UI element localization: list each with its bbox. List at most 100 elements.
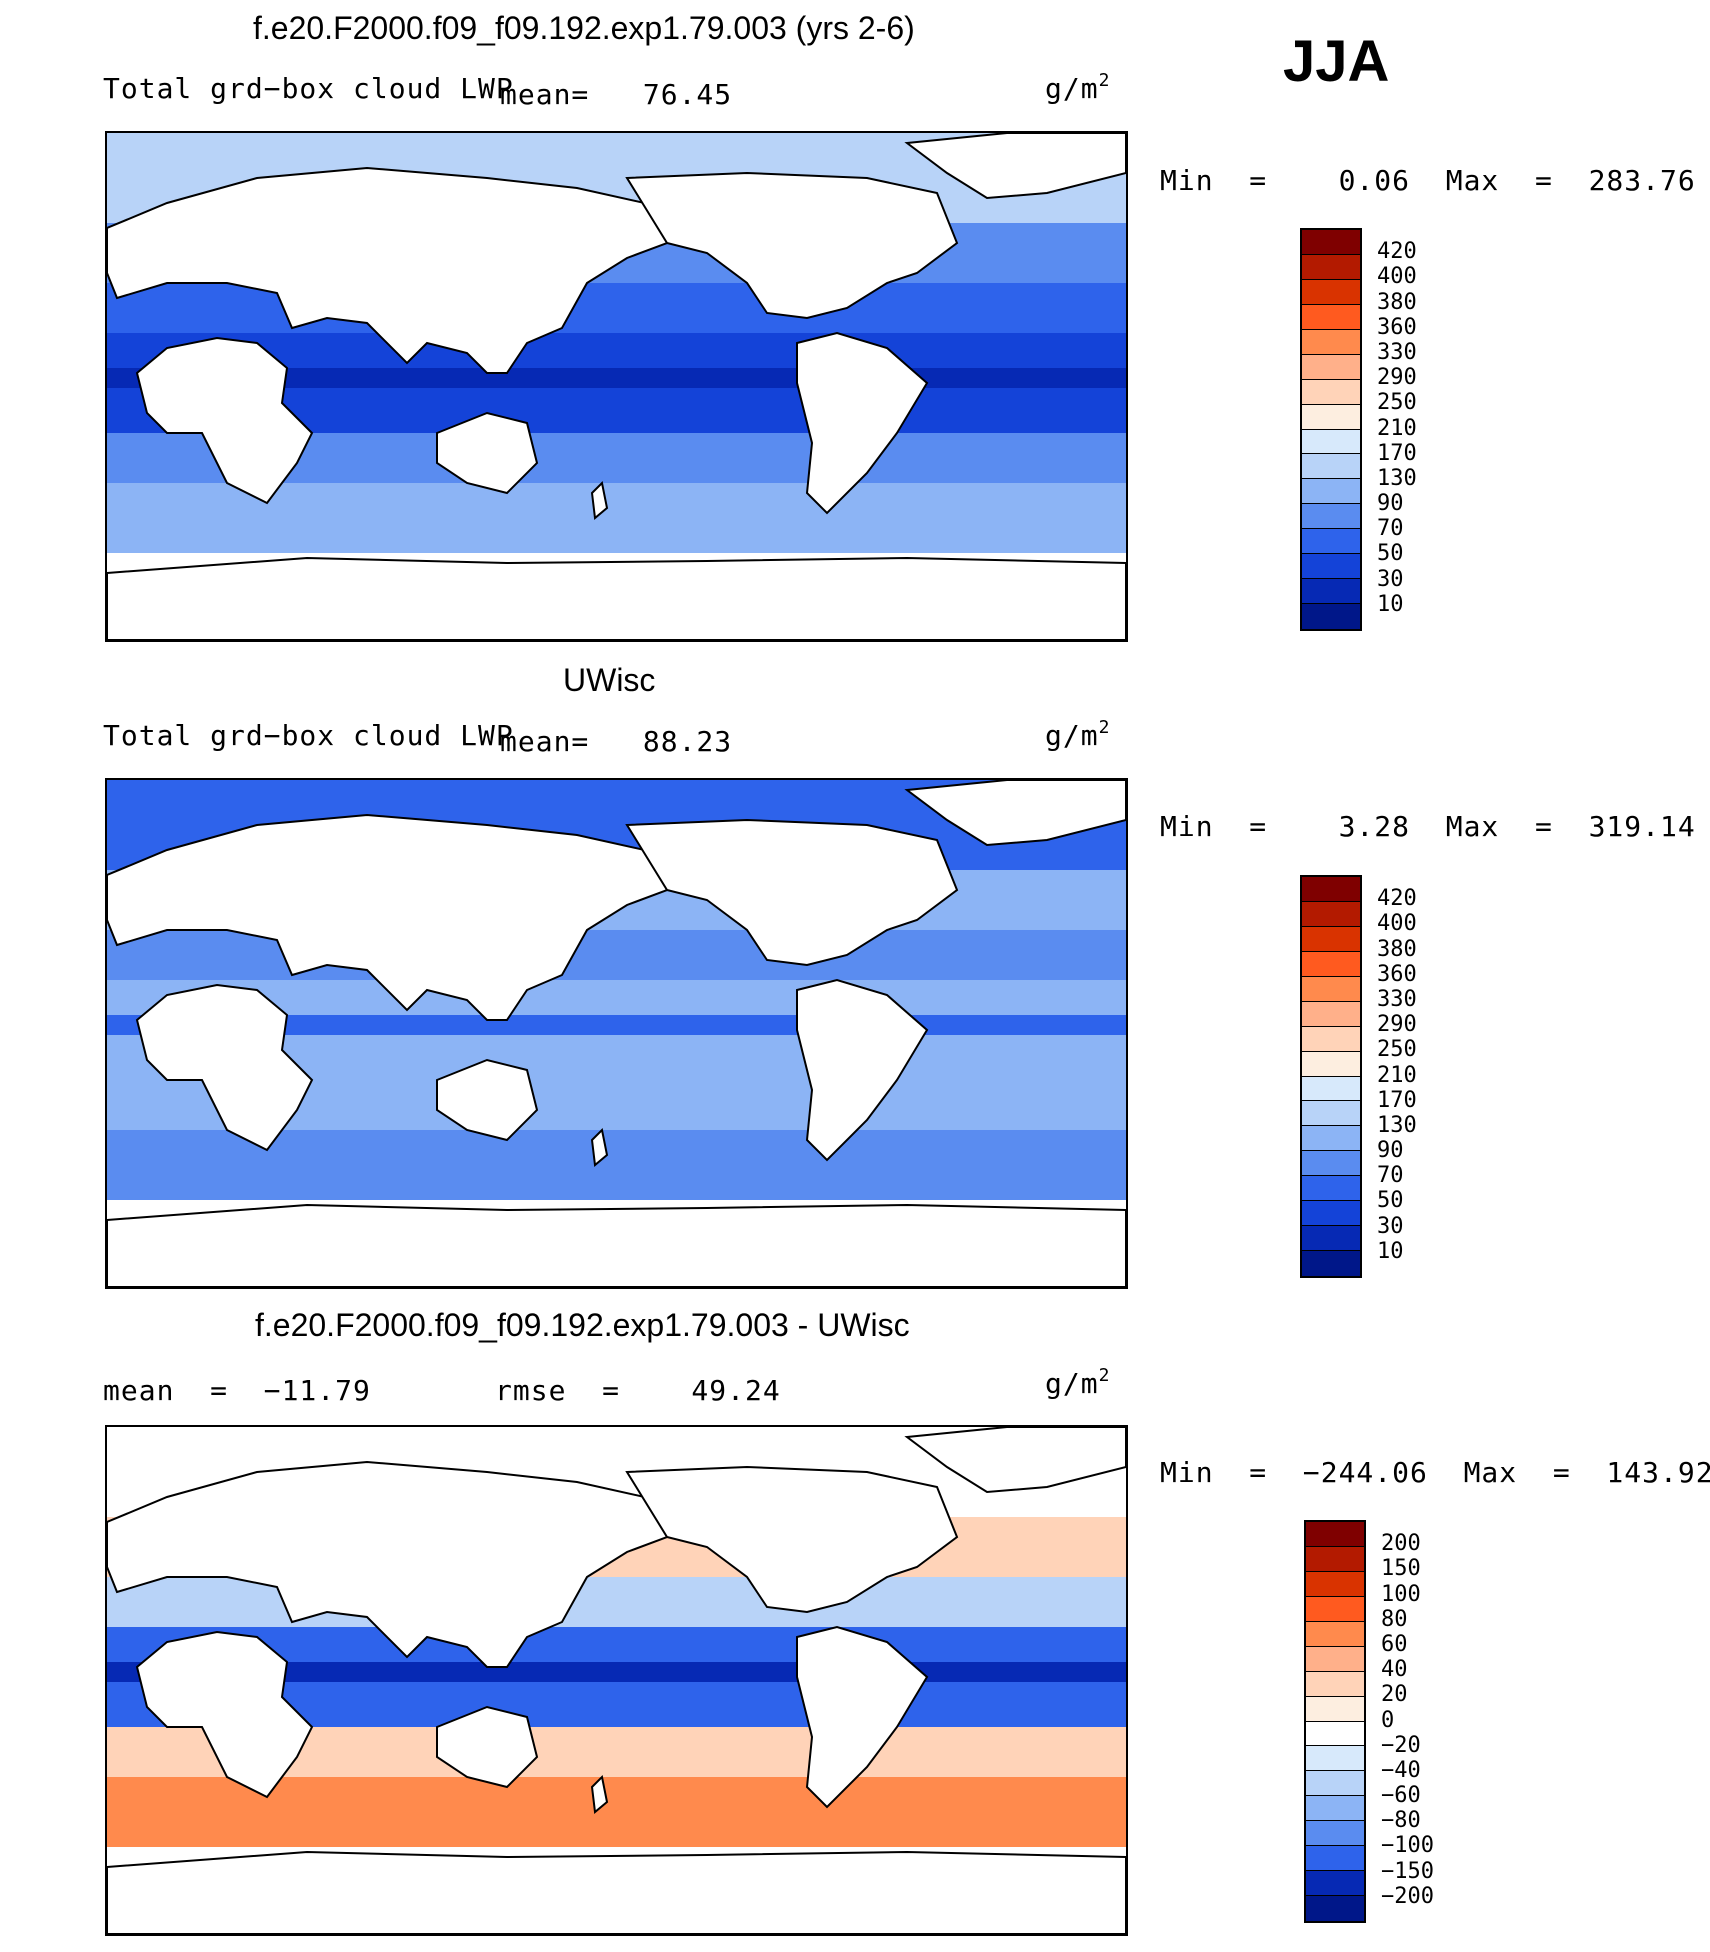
colorbar-tick-label: 290 xyxy=(1377,1012,1417,1038)
colorbar-segment xyxy=(1306,1671,1364,1697)
continent-outline xyxy=(436,1705,539,1789)
colorbar-tick-label: −100 xyxy=(1381,1833,1434,1859)
colorbar-segment xyxy=(1302,1101,1360,1127)
panel-3-minmax: Min = −244.06 Max = 143.92 xyxy=(1160,1456,1710,1489)
colorbar-tick-label: 250 xyxy=(1377,1037,1417,1063)
colorbar-segment xyxy=(1302,926,1360,952)
panel-1-title: f.e20.F2000.f09_f09.192.exp1.79.003 (yrs… xyxy=(253,10,915,46)
continent-outline xyxy=(904,780,1126,847)
continent-outline xyxy=(107,813,668,1021)
panel-3-map xyxy=(105,1425,1128,1936)
colorbar-tick-label: 70 xyxy=(1377,516,1404,542)
field-band xyxy=(107,483,1126,553)
colorbar-tick-label: 50 xyxy=(1377,1188,1404,1214)
panel-2-colorbar xyxy=(1300,875,1362,1278)
colorbar-segment xyxy=(1302,976,1360,1002)
colorbar-segment xyxy=(1302,354,1360,380)
colorbar-tick-label: −60 xyxy=(1381,1783,1421,1809)
colorbar-segment xyxy=(1302,404,1360,430)
continent-outline xyxy=(796,331,929,515)
continent-outline xyxy=(436,411,539,495)
colorbar-tick-label: 20 xyxy=(1381,1682,1408,1708)
continent-outline xyxy=(625,818,959,967)
colorbar-tick-label: 150 xyxy=(1381,1556,1421,1582)
colorbar-tick-label: 90 xyxy=(1377,491,1404,517)
colorbar-segment xyxy=(1302,1051,1360,1077)
continent-outline xyxy=(107,1850,1126,1934)
colorbar-segment xyxy=(1302,1126,1360,1152)
colorbar-tick-label: 10 xyxy=(1377,1238,1404,1264)
panel-3-title: f.e20.F2000.f09_f09.192.exp1.79.003 - UW… xyxy=(255,1307,910,1343)
continent-outline xyxy=(135,983,314,1152)
colorbar-tick-label: 380 xyxy=(1377,289,1417,315)
continent-outline xyxy=(107,1460,668,1668)
panel-1-map xyxy=(105,131,1128,642)
field-band xyxy=(107,1130,1126,1200)
colorbar-segment xyxy=(1302,1251,1360,1276)
colorbar-segment xyxy=(1306,1646,1364,1672)
colorbar-segment xyxy=(1302,951,1360,977)
field-band xyxy=(107,1777,1126,1847)
colorbar-segment xyxy=(1306,1896,1364,1921)
panel-1-variable: Total grd−box cloud LWP xyxy=(103,72,514,105)
colorbar-tick-label: 330 xyxy=(1377,339,1417,365)
continent-outline xyxy=(107,1203,1126,1287)
colorbar-tick-label: −150 xyxy=(1381,1858,1434,1884)
colorbar-tick-label: 50 xyxy=(1377,541,1404,567)
continent-outline xyxy=(590,1127,609,1167)
colorbar-segment xyxy=(1302,877,1360,902)
colorbar-tick-label: 420 xyxy=(1377,886,1417,912)
colorbar-tick-label: 210 xyxy=(1377,1062,1417,1088)
colorbar-tick-label: −80 xyxy=(1381,1808,1421,1834)
continent-outline xyxy=(135,1630,314,1799)
colorbar-tick-label: 400 xyxy=(1377,911,1417,937)
continent-outline xyxy=(590,480,609,520)
colorbar-segment xyxy=(1302,1226,1360,1252)
panel-2-units: g/m2 xyxy=(1045,717,1111,752)
colorbar-segment xyxy=(1302,429,1360,455)
colorbar-segment xyxy=(1306,1796,1364,1822)
colorbar-tick-label: −40 xyxy=(1381,1757,1421,1783)
colorbar-segment xyxy=(1302,329,1360,355)
colorbar-tick-label: 420 xyxy=(1377,239,1417,265)
colorbar-segment xyxy=(1302,479,1360,505)
colorbar-tick-label: 360 xyxy=(1377,314,1417,340)
colorbar-segment xyxy=(1302,579,1360,605)
colorbar-tick-label: 380 xyxy=(1377,936,1417,962)
continent-outline xyxy=(135,336,314,505)
colorbar-segment xyxy=(1302,454,1360,480)
continent-outline xyxy=(904,1427,1126,1494)
colorbar-tick-label: 330 xyxy=(1377,986,1417,1012)
colorbar-segment xyxy=(1306,1596,1364,1622)
panel-3-units: g/m2 xyxy=(1045,1365,1111,1400)
colorbar-segment xyxy=(1302,1076,1360,1102)
colorbar-tick-label: 290 xyxy=(1377,365,1417,391)
panel-3-mean: mean = −11.79 xyxy=(103,1374,371,1407)
colorbar-segment xyxy=(1302,554,1360,580)
panel-2-map xyxy=(105,778,1128,1289)
colorbar-segment xyxy=(1306,1821,1364,1847)
continent-outline xyxy=(625,171,959,320)
colorbar-segment xyxy=(1306,1721,1364,1747)
colorbar-tick-label: 80 xyxy=(1381,1606,1408,1632)
panel-2-mean: mean= 88.23 xyxy=(500,725,733,758)
colorbar-tick-label: 30 xyxy=(1377,566,1404,592)
colorbar-tick-label: 210 xyxy=(1377,415,1417,441)
colorbar-tick-label: 360 xyxy=(1377,961,1417,987)
continent-outline xyxy=(107,166,668,374)
panel-3-colorbar xyxy=(1304,1520,1366,1923)
continent-outline xyxy=(590,1774,609,1814)
colorbar-tick-label: 70 xyxy=(1377,1163,1404,1189)
colorbar-segment xyxy=(1302,230,1360,255)
colorbar-segment xyxy=(1302,529,1360,555)
colorbar-tick-label: 0 xyxy=(1381,1707,1395,1733)
colorbar-segment xyxy=(1306,1621,1364,1647)
continent-outline xyxy=(436,1058,539,1142)
colorbar-segment xyxy=(1306,1846,1364,1872)
colorbar-tick-label: −20 xyxy=(1381,1732,1421,1758)
colorbar-segment xyxy=(1306,1746,1364,1772)
season-label: JJA xyxy=(1283,29,1390,94)
panel-1-minmax: Min = 0.06 Max = 283.76 xyxy=(1160,164,1696,197)
colorbar-tick-label: 170 xyxy=(1377,440,1417,466)
panel-2-variable: Total grd−box cloud LWP xyxy=(103,719,514,752)
